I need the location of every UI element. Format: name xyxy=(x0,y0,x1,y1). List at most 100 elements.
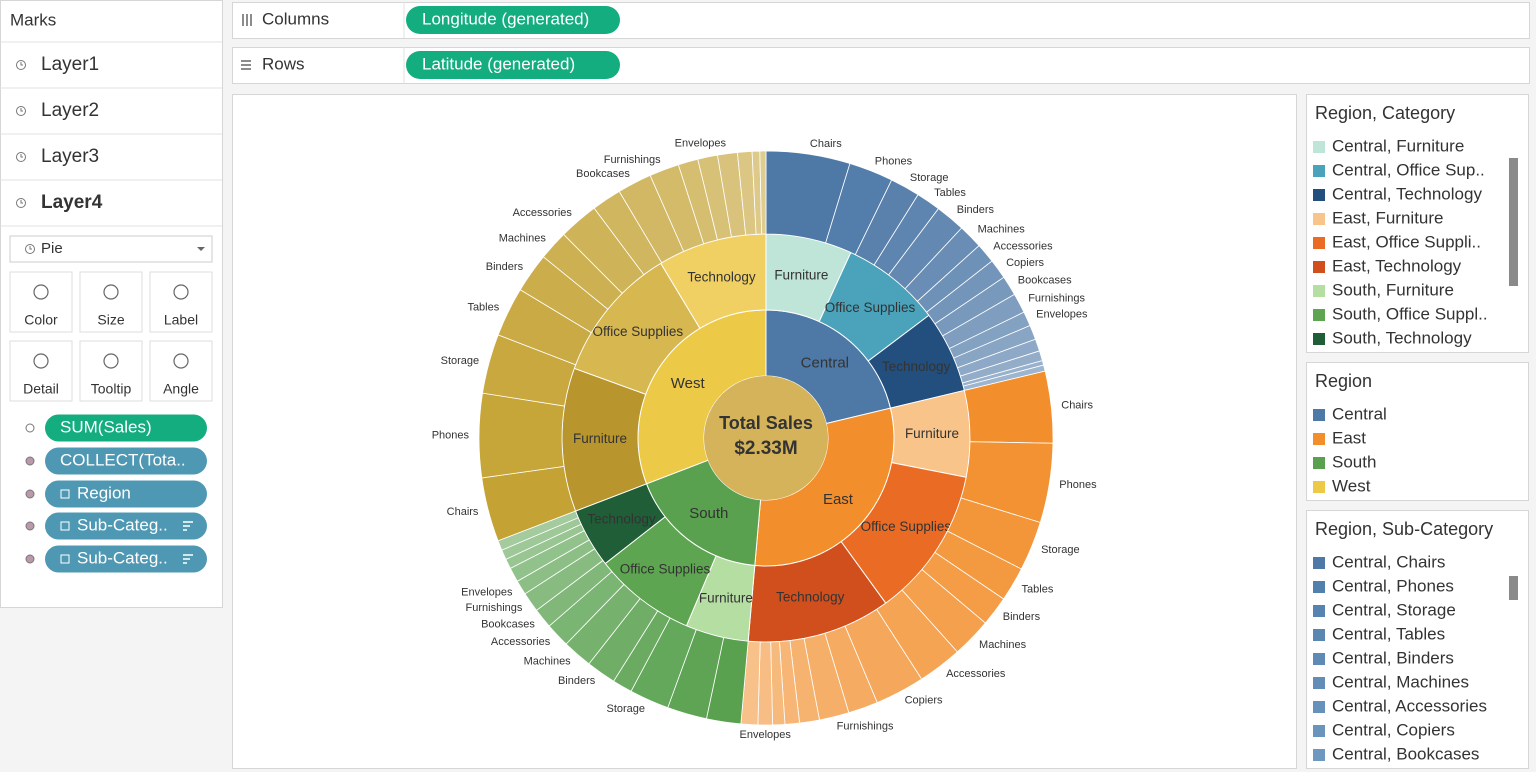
legend-swatch[interactable] xyxy=(1313,285,1325,297)
category-label: Technology xyxy=(882,359,951,374)
layer-tab[interactable]: Layer2 xyxy=(41,100,99,121)
shelf-pill[interactable] xyxy=(406,51,620,79)
field-pill[interactable] xyxy=(45,447,207,475)
card-icon xyxy=(103,284,119,300)
legend-swatch[interactable] xyxy=(1313,213,1325,225)
subcategory-label: Accessories xyxy=(513,207,573,219)
legend-label[interactable]: Central, Tables xyxy=(1332,624,1445,643)
legend-label[interactable]: Central, Copiers xyxy=(1332,720,1455,739)
legend-swatch[interactable] xyxy=(1313,309,1325,321)
subcategory-label: Machines xyxy=(524,656,572,668)
subcategory-label: Chairs xyxy=(810,138,842,150)
mark-card[interactable] xyxy=(9,271,73,333)
legend-label[interactable]: Central, Accessories xyxy=(1332,696,1487,715)
legend-swatch[interactable] xyxy=(1313,433,1325,445)
legend-label[interactable]: Central, Storage xyxy=(1332,600,1456,619)
card-label: Tooltip xyxy=(91,381,132,397)
shelf-icon xyxy=(242,14,252,26)
clock-icon xyxy=(20,62,23,66)
legend-label[interactable]: South xyxy=(1332,452,1376,471)
subcategory-label: Tables xyxy=(934,187,966,199)
center-value: $2.33M xyxy=(734,438,797,459)
center-circle xyxy=(704,376,828,500)
subcategory-label: Accessories xyxy=(993,241,1053,253)
shelf-icon xyxy=(241,60,251,70)
legend-swatch[interactable] xyxy=(1313,557,1325,569)
clock-icon xyxy=(16,198,26,208)
legend-label[interactable]: Central, Technology xyxy=(1332,184,1482,203)
legend-swatch[interactable] xyxy=(1313,189,1325,201)
legend-label[interactable]: Central, Phones xyxy=(1332,576,1454,595)
card-icon xyxy=(33,284,49,300)
subcategory-label: Envelopes xyxy=(675,138,727,150)
field-pill[interactable] xyxy=(45,545,207,573)
mark-type-dropdown[interactable] xyxy=(9,235,213,263)
legend-swatch[interactable] xyxy=(1313,749,1325,761)
pill-role-icon xyxy=(25,554,35,564)
subcategory-wedge xyxy=(759,150,767,235)
layer-tab[interactable]: Layer1 xyxy=(41,54,99,75)
legend-panel xyxy=(1306,362,1529,501)
card-label: Color xyxy=(24,312,58,328)
field-pill[interactable] xyxy=(45,480,207,508)
subcategory-label: Binders xyxy=(486,261,524,273)
legend-label[interactable]: South, Office Suppl.. xyxy=(1332,304,1488,323)
layer-tab[interactable]: Layer3 xyxy=(41,146,99,167)
legend-swatch[interactable] xyxy=(1313,237,1325,249)
legend-label[interactable]: West xyxy=(1332,476,1371,495)
pill-expand-icon xyxy=(60,521,70,531)
legend-label[interactable]: East, Furniture xyxy=(1332,208,1444,227)
clock-icon xyxy=(16,152,26,162)
category-label: Furniture xyxy=(573,431,627,446)
legend-swatch[interactable] xyxy=(1313,581,1325,593)
legend-swatch[interactable] xyxy=(1313,725,1325,737)
subcategory-wedge xyxy=(478,392,565,479)
layer-tab[interactable]: Layer4 xyxy=(41,192,103,213)
legend-label[interactable]: South, Technology xyxy=(1332,328,1472,347)
pill-expand-icon xyxy=(60,489,70,499)
clock-icon xyxy=(20,200,23,204)
category-label: Technology xyxy=(776,590,845,605)
legend-label[interactable]: South, Furniture xyxy=(1332,280,1454,299)
mark-card[interactable] xyxy=(79,271,143,333)
mark-card[interactable] xyxy=(9,340,73,402)
legend-label[interactable]: Central, Binders xyxy=(1332,648,1454,667)
legend-swatch[interactable] xyxy=(1313,677,1325,689)
marks-title: Marks xyxy=(10,10,56,29)
legend-label[interactable]: East xyxy=(1332,428,1366,447)
shelf-pill[interactable] xyxy=(406,6,620,34)
legend-label[interactable]: Central, Office Sup.. xyxy=(1332,160,1485,179)
legend-swatch[interactable] xyxy=(1313,653,1325,665)
pill-label: SUM(Sales) xyxy=(60,417,152,436)
legend-swatch[interactable] xyxy=(1313,457,1325,469)
legend-swatch[interactable] xyxy=(1313,409,1325,421)
legend-swatch[interactable] xyxy=(1313,481,1325,493)
clock-icon xyxy=(16,106,26,116)
legend-swatch[interactable] xyxy=(1313,701,1325,713)
mark-card[interactable] xyxy=(149,271,213,333)
legend-label[interactable]: Central xyxy=(1332,404,1387,423)
legend-label[interactable]: Central, Furniture xyxy=(1332,136,1464,155)
legend-swatch[interactable] xyxy=(1313,165,1325,177)
subcategory-label: Phones xyxy=(432,429,470,441)
legend-swatch[interactable] xyxy=(1313,333,1325,345)
mark-card[interactable] xyxy=(149,340,213,402)
legend-swatch[interactable] xyxy=(1313,629,1325,641)
legend-label[interactable]: East, Technology xyxy=(1332,256,1462,275)
legend-swatch[interactable] xyxy=(1313,605,1325,617)
legend-swatch[interactable] xyxy=(1313,261,1325,273)
legend-label[interactable]: Central, Machines xyxy=(1332,672,1469,691)
legend-label[interactable]: East, Office Suppli.. xyxy=(1332,232,1481,251)
card-label: Angle xyxy=(163,381,199,397)
mark-card[interactable] xyxy=(79,340,143,402)
field-pill[interactable] xyxy=(45,414,207,442)
subcategory-label: Bookcases xyxy=(481,618,535,630)
scrollbar[interactable] xyxy=(1509,158,1518,286)
legend-label[interactable]: Central, Bookcases xyxy=(1332,744,1479,763)
clock-icon xyxy=(16,60,26,70)
scrollbar[interactable] xyxy=(1509,576,1518,600)
legend-label[interactable]: Central, Chairs xyxy=(1332,552,1445,571)
field-pill[interactable] xyxy=(45,512,207,540)
pill-role-icon xyxy=(25,489,35,499)
legend-swatch[interactable] xyxy=(1313,141,1325,153)
